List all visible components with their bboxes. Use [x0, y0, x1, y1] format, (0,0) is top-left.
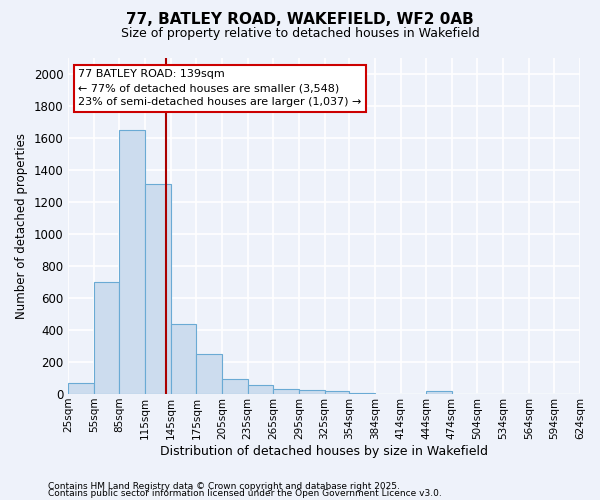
Bar — [248, 385, 273, 394]
Text: Size of property relative to detached houses in Wakefield: Size of property relative to detached ho… — [121, 28, 479, 40]
Bar — [222, 379, 248, 394]
Y-axis label: Number of detached properties: Number of detached properties — [15, 133, 28, 319]
Bar — [94, 282, 119, 394]
Bar — [325, 391, 349, 394]
Bar — [196, 354, 222, 394]
Bar — [145, 184, 171, 394]
Bar — [273, 389, 299, 394]
Bar — [68, 383, 94, 394]
Bar — [426, 391, 452, 394]
Bar — [299, 390, 325, 394]
Text: 77, BATLEY ROAD, WAKEFIELD, WF2 0AB: 77, BATLEY ROAD, WAKEFIELD, WF2 0AB — [126, 12, 474, 28]
Bar — [119, 130, 145, 394]
Text: Contains public sector information licensed under the Open Government Licence v3: Contains public sector information licen… — [48, 489, 442, 498]
Text: Contains HM Land Registry data © Crown copyright and database right 2025.: Contains HM Land Registry data © Crown c… — [48, 482, 400, 491]
X-axis label: Distribution of detached houses by size in Wakefield: Distribution of detached houses by size … — [160, 444, 488, 458]
Bar — [171, 324, 196, 394]
Bar — [349, 393, 375, 394]
Text: 77 BATLEY ROAD: 139sqm
← 77% of detached houses are smaller (3,548)
23% of semi-: 77 BATLEY ROAD: 139sqm ← 77% of detached… — [79, 70, 362, 108]
